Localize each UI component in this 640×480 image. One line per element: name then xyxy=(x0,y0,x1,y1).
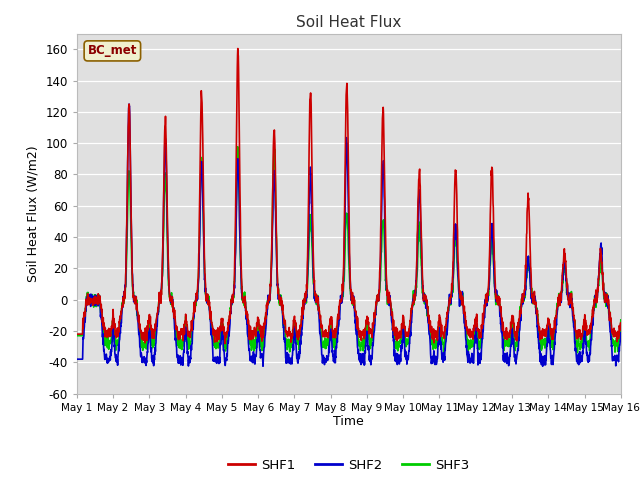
Text: BC_met: BC_met xyxy=(88,44,137,58)
Y-axis label: Soil Heat Flux (W/m2): Soil Heat Flux (W/m2) xyxy=(27,145,40,282)
X-axis label: Time: Time xyxy=(333,415,364,429)
Title: Soil Heat Flux: Soil Heat Flux xyxy=(296,15,401,30)
Legend: SHF1, SHF2, SHF3: SHF1, SHF2, SHF3 xyxy=(223,454,475,477)
